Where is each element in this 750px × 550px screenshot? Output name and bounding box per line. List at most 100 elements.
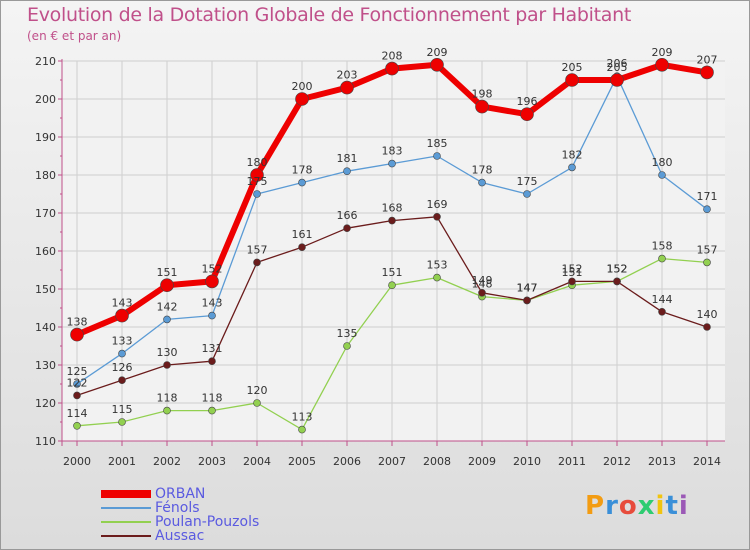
- data-label-aussac: 130: [157, 346, 178, 359]
- data-point-orban: [655, 57, 669, 72]
- data-point-aussac: [658, 307, 666, 316]
- y-tick-label: 130: [35, 359, 56, 372]
- data-label-aussac: 140: [697, 308, 718, 321]
- data-label-poulan-pouzols: 113: [292, 411, 313, 424]
- data-point-orban: [610, 73, 624, 87]
- data-point-orban: [70, 327, 84, 342]
- data-label-f-nols: 185: [427, 137, 448, 150]
- data-point-f-nols: [118, 349, 126, 358]
- data-label-f-nols: 133: [112, 335, 133, 348]
- y-tick-label: 160: [35, 245, 56, 258]
- x-tick-label: 2005: [288, 455, 316, 468]
- data-label-f-nols: 182: [562, 148, 583, 161]
- data-point-poulan-pouzols: [343, 342, 351, 350]
- data-point-f-nols: [343, 167, 351, 175]
- data-point-poulan-pouzols: [73, 421, 81, 430]
- data-point-poulan-pouzols: [208, 406, 216, 415]
- data-label-f-nols: 175: [247, 175, 268, 188]
- data-label-f-nols: 142: [157, 300, 178, 313]
- data-point-aussac: [433, 213, 441, 221]
- data-label-poulan-pouzols: 118: [202, 392, 223, 405]
- data-point-orban: [250, 168, 264, 182]
- data-point-f-nols: [253, 190, 261, 198]
- data-point-f-nols: [163, 315, 171, 324]
- data-point-poulan-pouzols: [703, 258, 711, 267]
- data-point-poulan-pouzols: [118, 418, 126, 426]
- y-tick-label: 110: [35, 435, 56, 448]
- x-tick-label: 2007: [378, 455, 406, 468]
- data-label-orban: 138: [67, 316, 88, 329]
- data-label-aussac: 152: [562, 262, 583, 275]
- data-label-orban: 209: [652, 46, 673, 59]
- data-label-f-nols: 180: [652, 156, 673, 169]
- data-label-f-nols: 183: [382, 145, 403, 158]
- legend-label: Fénols: [155, 500, 200, 516]
- data-point-poulan-pouzols: [163, 406, 171, 415]
- data-label-aussac: 131: [202, 342, 223, 355]
- data-point-orban: [205, 274, 219, 289]
- data-label-orban: 196: [517, 95, 538, 108]
- logo-letter: o: [618, 491, 638, 521]
- data-point-aussac: [613, 277, 621, 286]
- data-label-orban: 180: [247, 156, 268, 169]
- x-tick-label: 2001: [108, 455, 136, 468]
- data-label-orban: 151: [157, 266, 178, 279]
- data-label-aussac: 161: [292, 228, 313, 241]
- data-label-orban: 208: [382, 50, 403, 63]
- data-label-poulan-pouzols: 147: [517, 281, 538, 294]
- data-label-orban: 152: [202, 262, 223, 275]
- data-label-orban: 203: [337, 69, 358, 82]
- x-tick-label: 2002: [153, 455, 181, 468]
- chart-title: Evolution de la Dotation Globale de Fonc…: [27, 4, 632, 26]
- data-label-f-nols: 143: [202, 297, 223, 310]
- legend-swatch: [101, 507, 151, 509]
- data-label-aussac: 126: [112, 361, 133, 374]
- data-label-poulan-pouzols: 148: [472, 278, 493, 291]
- y-tick-label: 180: [35, 169, 56, 182]
- data-point-aussac: [343, 224, 351, 232]
- data-label-orban: 198: [472, 88, 493, 101]
- data-label-f-nols: 178: [292, 164, 313, 177]
- data-label-poulan-pouzols: 151: [562, 266, 583, 279]
- data-label-aussac: 149: [472, 274, 493, 287]
- data-point-aussac: [298, 243, 306, 251]
- data-point-aussac: [73, 391, 81, 400]
- data-label-poulan-pouzols: 114: [67, 407, 88, 420]
- x-tick-label: 2011: [558, 455, 586, 468]
- data-label-f-nols: 206: [607, 57, 628, 70]
- data-point-orban: [295, 92, 309, 106]
- data-point-f-nols: [433, 152, 441, 160]
- data-point-aussac: [523, 296, 531, 305]
- x-tick-label: 2010: [513, 455, 541, 468]
- y-tick-label: 190: [35, 131, 56, 144]
- legend-swatch: [101, 490, 151, 498]
- data-label-orban: 207: [697, 53, 718, 66]
- logo-letter: r: [605, 491, 619, 521]
- data-label-orban: 209: [427, 46, 448, 59]
- data-point-aussac: [118, 376, 126, 385]
- data-label-poulan-pouzols: 118: [157, 392, 178, 405]
- data-point-orban: [340, 80, 354, 95]
- data-point-aussac: [568, 277, 576, 286]
- data-point-f-nols: [73, 380, 81, 388]
- data-point-aussac: [703, 323, 711, 331]
- x-tick-label: 2006: [333, 455, 361, 468]
- data-point-aussac: [253, 258, 261, 267]
- data-point-orban: [520, 107, 534, 121]
- y-tick-label: 120: [35, 397, 56, 410]
- data-point-orban: [115, 308, 129, 323]
- x-tick-label: 2012: [603, 455, 631, 468]
- data-label-aussac: 152: [607, 262, 628, 275]
- data-label-poulan-pouzols: 151: [382, 266, 403, 279]
- data-point-poulan-pouzols: [658, 254, 666, 263]
- y-tick-label: 150: [35, 283, 56, 296]
- data-point-aussac: [388, 216, 396, 225]
- data-label-aussac: 166: [337, 209, 358, 222]
- data-label-poulan-pouzols: 135: [337, 327, 358, 340]
- data-label-aussac: 157: [247, 243, 268, 256]
- logo-letter: P: [585, 491, 606, 521]
- logo-letter: i: [678, 491, 689, 521]
- data-point-orban: [475, 99, 489, 114]
